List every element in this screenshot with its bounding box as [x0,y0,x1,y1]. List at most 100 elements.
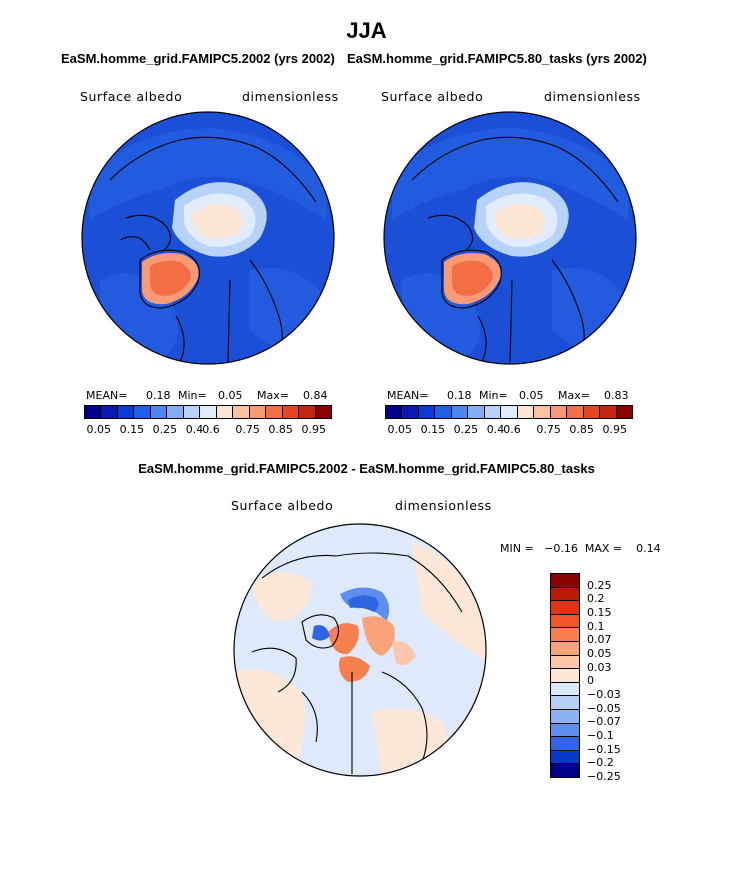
diff-colorbar-tick-label: 0.07 [587,633,612,647]
panel-2-max-value: 0.83 [604,389,629,402]
panel-1-max-value: 0.84 [303,389,328,402]
colorbar-swatch [386,406,403,418]
colorbar-swatch [183,406,201,418]
colorbar-swatch [266,406,283,418]
colorbar-tick-label: 0.15 [420,423,446,436]
colorbar-swatch [616,406,633,418]
colorbar-swatch [468,406,485,418]
diff-colorbar-tick-label: −0.25 [587,769,621,783]
colorbar-swatch [551,709,579,724]
diff-colorbar-tick-label: 0.03 [587,660,612,674]
panel-1-max-label: Max= [257,389,289,402]
colorbar-swatch [551,641,579,656]
diff-colorbar-ticks: 0.25 0.2 0.15 0.1 0.07 0.05 0.03 0 −0.03 −0.05 −0.… [587,573,647,783]
colorbar-swatch [551,655,579,670]
colorbar-swatch [534,406,551,418]
colorbar-swatch [551,628,579,642]
colorbar-swatch [451,406,469,418]
panel-1-colorbar-ticks: 0.05 0.15 0.25 0.4 0.6 0.75 0.85 0.95 [84,423,332,437]
colorbar-swatch [583,406,601,418]
colorbar-swatch [249,406,267,418]
panel-1-title: EaSM.homme_grid.FAMIPC5.2002 (yrs 2002) [61,51,335,66]
diff-colorbar-tick-label: −0.03 [587,687,621,701]
colorbar-swatch [101,406,118,418]
diff-colorbar-tick-label: 0.2 [587,592,605,606]
diff-units-label: dimensionless [395,498,492,513]
panel-2-colorbar [385,405,633,419]
diff-polar-map [233,523,487,777]
diff-colorbar-tick-label: 0.1 [587,619,605,633]
panel-2-min-value: 0.05 [519,389,544,402]
diff-colorbar-tick-label: 0.05 [587,646,612,660]
colorbar-tick-label: 0.75 [235,423,260,436]
panel-1-min-label: Min= [178,389,207,402]
colorbar-swatch [551,764,579,777]
colorbar-swatch [418,406,436,418]
colorbar-swatch [551,587,579,602]
colorbar-swatch [551,574,579,588]
colorbar-tick-label: 0.95 [301,423,326,436]
colorbar-swatch [402,406,419,418]
colorbar-swatch [550,406,568,418]
colorbar-swatch [551,696,579,710]
diff-variable-label: Surface albedo [231,498,334,513]
diff-colorbar-tick-label: −0.2 [587,756,614,770]
colorbar-swatch [551,614,579,629]
colorbar-swatch [150,406,168,418]
colorbar-swatch [517,406,535,418]
colorbar-swatch [435,406,452,418]
panel-2-title: EaSM.homme_grid.FAMIPC5.80_tasks (yrs 20… [347,51,647,66]
diff-minmax-label: MIN = −0.16 MAX = 0.14 [500,542,661,555]
panel-2-max-label: Max= [558,389,590,402]
colorbar-swatch [117,406,135,418]
colorbar-swatch [501,406,518,418]
colorbar-tick-label: 0.05 [387,423,413,436]
colorbar-tick-label: 0.6 [503,423,521,436]
colorbar-swatch [134,406,151,418]
panel-1-mean-value: 0.18 [146,389,171,402]
colorbar-tick-label: 0.25 [152,423,178,436]
panel-1-variable-label: Surface albedo [80,89,183,104]
colorbar-tick-label: 0.85 [569,423,594,436]
colorbar-swatch [551,750,579,765]
colorbar-swatch [216,406,234,418]
colorbar-swatch [551,737,579,751]
diff-colorbar-tick-label: 0.25 [587,578,612,592]
colorbar-tick-label: 0.4 [185,423,204,436]
panel-2-min-label: Min= [479,389,508,402]
colorbar-swatch [551,682,579,697]
panel-1-units-label: dimensionless [242,89,339,104]
diff-colorbar [550,573,580,778]
colorbar-swatch [551,723,579,738]
colorbar-swatch [551,669,579,683]
panel-1-mean-label: MEAN= [86,389,128,402]
colorbar-tick-label: 0.6 [202,423,220,436]
colorbar-swatch [299,406,316,418]
colorbar-tick-label: 0.15 [119,423,145,436]
colorbar-swatch [567,406,584,418]
panel-2-mean-value: 0.18 [447,389,472,402]
panel-2-units-label: dimensionless [544,89,641,104]
panel-1-colorbar [84,405,332,419]
diff-colorbar-tick-label: −0.07 [587,715,621,729]
colorbar-swatch [167,406,184,418]
panel-1-polar-map [81,111,335,365]
colorbar-swatch [85,406,102,418]
panel-1-min-value: 0.05 [218,389,243,402]
colorbar-swatch [484,406,502,418]
diff-colorbar-tick-label: 0 [587,674,594,688]
diff-colorbar-tick-label: 0.15 [587,605,612,619]
panel-2-colorbar-ticks: 0.05 0.15 0.25 0.4 0.6 0.75 0.85 0.95 [385,423,633,437]
colorbar-tick-label: 0.25 [453,423,479,436]
colorbar-tick-label: 0.95 [602,423,627,436]
colorbar-tick-label: 0.4 [486,423,505,436]
colorbar-swatch [315,406,332,418]
colorbar-tick-label: 0.05 [86,423,112,436]
diff-colorbar-tick-label: −0.15 [587,742,621,756]
colorbar-swatch [200,406,217,418]
panel-2-mean-label: MEAN= [387,389,429,402]
page-title: JJA [346,18,387,43]
diff-colorbar-tick-label: −0.1 [587,728,614,742]
diff-colorbar-tick-label: −0.05 [587,701,621,715]
panel-2-variable-label: Surface albedo [381,89,484,104]
